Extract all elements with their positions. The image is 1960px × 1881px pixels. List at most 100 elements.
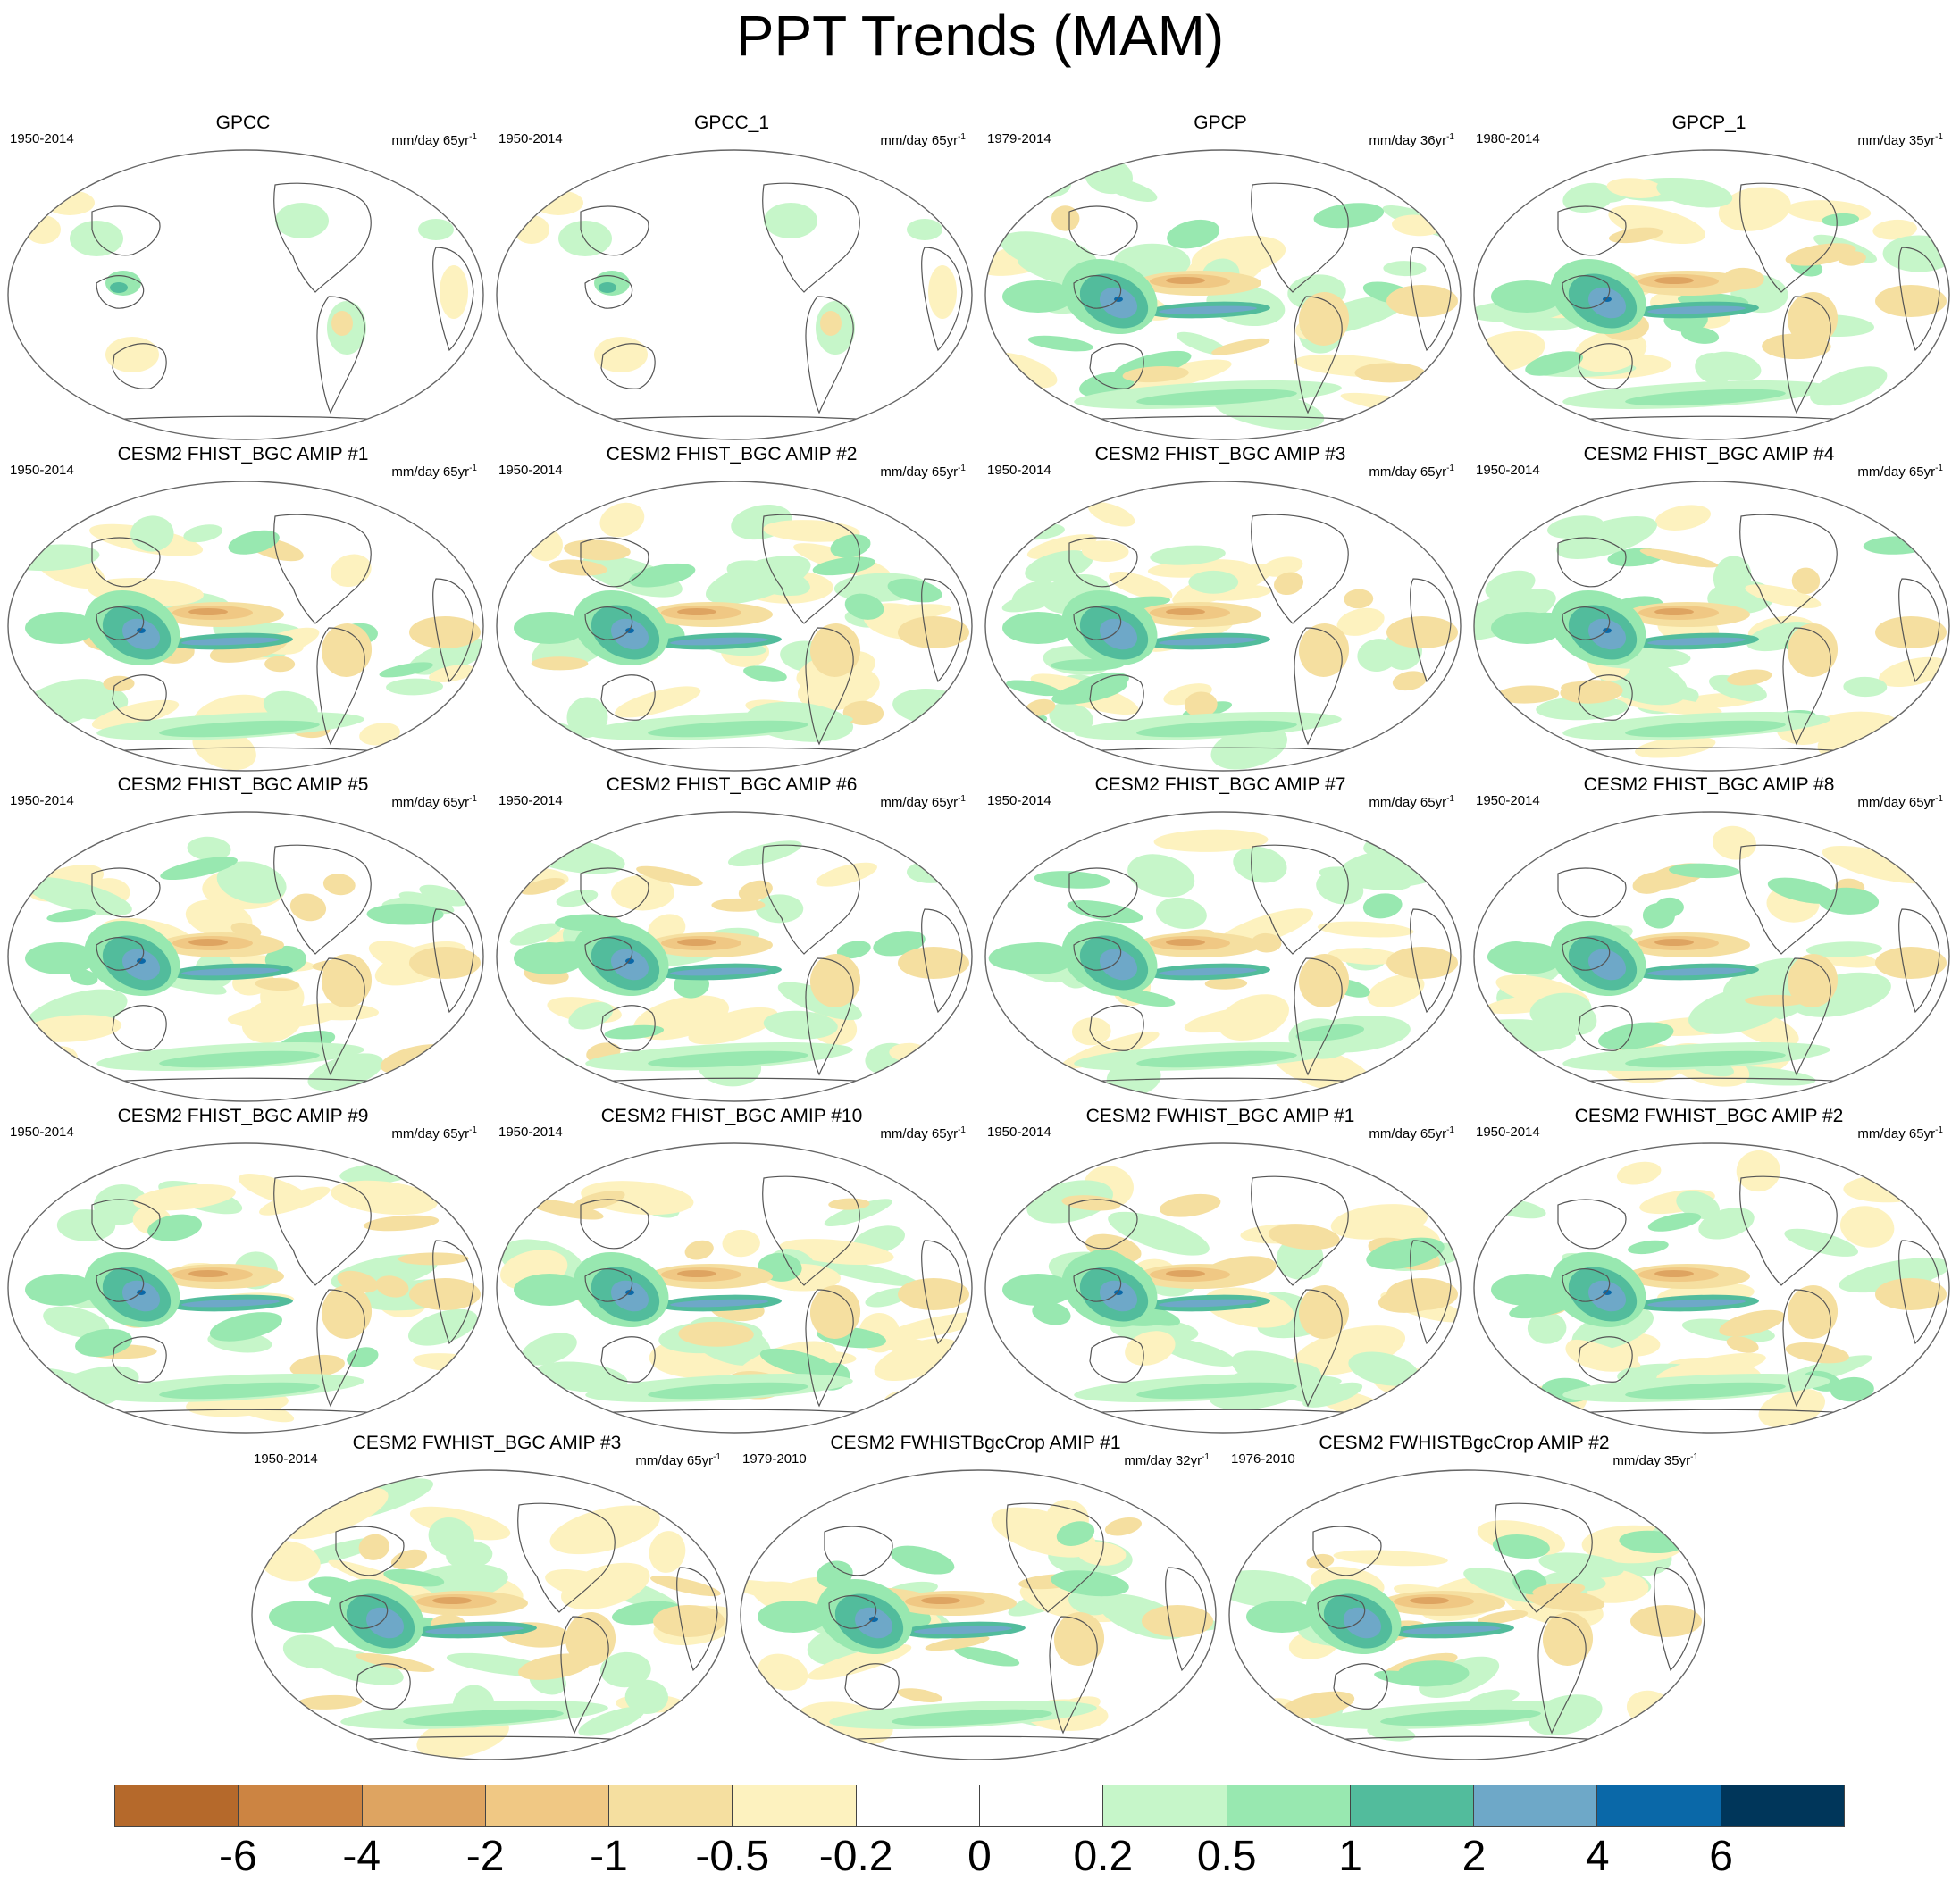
trend-field — [1487, 1150, 1949, 1428]
units-exponent: -1 — [958, 464, 966, 473]
units-span: 65yr — [1908, 464, 1936, 480]
map-border — [7, 1142, 484, 1434]
units-span: 35yr — [1663, 1453, 1691, 1468]
colorbar-label: 0 — [967, 1833, 992, 1880]
colorbar-box — [1350, 1785, 1475, 1826]
colorbar-label: -1 — [590, 1833, 628, 1880]
trend-field — [985, 153, 1461, 431]
trend-map — [7, 811, 486, 1104]
units-span: 65yr — [931, 464, 959, 480]
trend-map — [7, 149, 486, 442]
panel-title: CESM2 FHIST_BGC AMIP #7 — [1094, 774, 1346, 795]
panel-units: mm/day 36yr-1 — [1369, 130, 1454, 149]
panel-period: 1950-2014 — [10, 793, 74, 808]
trend-field — [1002, 1166, 1461, 1431]
colorbar-box — [239, 1785, 363, 1826]
trend-map — [1473, 1142, 1952, 1435]
trend-map — [1228, 1469, 1707, 1762]
units-exponent: -1 — [1446, 132, 1454, 142]
panel-units: mm/day 65yr-1 — [1369, 791, 1454, 811]
colorbar-label: -0.5 — [695, 1833, 770, 1880]
map-svg — [1473, 481, 1950, 772]
units-span: 65yr — [442, 795, 470, 810]
panel-units: mm/day 65yr-1 — [880, 130, 966, 149]
map-panel: CESM2 FHIST_BGC AMIP #2 1950-2014 mm/day 6… — [489, 443, 975, 773]
units-exponent: -1 — [1446, 794, 1454, 804]
map-border — [1473, 811, 1950, 1102]
panel-period: 1950-2014 — [498, 1124, 563, 1140]
units-prefix: mm/day — [391, 464, 443, 480]
map-panel: CESM2 FHIST_BGC AMIP #9 1950-2014 mm/day 6… — [0, 1105, 486, 1435]
coastlines — [1055, 182, 1452, 425]
units-span: 65yr — [931, 795, 959, 810]
trend-field — [499, 1175, 972, 1418]
units-exponent: -1 — [1935, 132, 1943, 142]
colorbar-label: -2 — [465, 1833, 505, 1880]
units-exponent: -1 — [1202, 1452, 1210, 1462]
map-svg — [1228, 1469, 1705, 1760]
panel-units: mm/day 65yr-1 — [391, 1123, 477, 1142]
trend-field — [497, 834, 969, 1092]
panel-units: mm/day 65yr-1 — [880, 791, 966, 811]
map-border — [496, 1142, 973, 1434]
units-exponent: -1 — [1446, 464, 1454, 473]
map-panel: GPCP_1 1980-2014 mm/day 35yr-1 — [1466, 112, 1952, 442]
map-panel: CESM2 FWHISTBgcCrop AMIP #2 1976-2010 mm/d… — [1221, 1432, 1707, 1762]
map-border — [7, 481, 484, 772]
units-span: 65yr — [1420, 795, 1447, 810]
map-border — [984, 1142, 1462, 1434]
units-exponent: -1 — [1446, 1125, 1454, 1135]
colorbar-box — [856, 1785, 980, 1826]
units-exponent: -1 — [958, 132, 966, 142]
map-svg — [7, 149, 484, 440]
units-prefix: mm/day — [1857, 1126, 1909, 1141]
map-border — [984, 811, 1462, 1102]
panel-units: mm/day 35yr-1 — [1612, 1450, 1698, 1469]
panel-title: CESM2 FHIST_BGC AMIP #1 — [117, 444, 369, 464]
map-panel: CESM2 FHIST_BGC AMIP #7 1950-2014 mm/day 6… — [977, 773, 1463, 1104]
map-svg — [984, 1142, 1462, 1434]
trend-map — [984, 149, 1463, 442]
map-border — [7, 149, 484, 440]
panel-units: mm/day 65yr-1 — [635, 1450, 721, 1469]
units-span: 65yr — [442, 133, 470, 148]
panel-title: GPCC — [215, 113, 271, 133]
panel-title: CESM2 FHIST_BGC AMIP #2 — [606, 444, 858, 464]
units-span: 36yr — [1420, 133, 1447, 148]
trend-map — [1473, 149, 1952, 442]
units-prefix: mm/day — [880, 1126, 932, 1141]
trend-map — [496, 481, 975, 773]
units-prefix: mm/day — [1369, 133, 1420, 148]
panel-title: CESM2 FWHISTBgcCrop AMIP #1 — [830, 1433, 1121, 1453]
map-border — [496, 481, 973, 772]
map-svg — [7, 1142, 484, 1434]
units-span: 32yr — [1175, 1453, 1202, 1468]
units-exponent: -1 — [958, 1125, 966, 1135]
units-span: 65yr — [931, 1126, 959, 1141]
panel-period: 1950-2014 — [987, 793, 1051, 808]
panel-title: CESM2 FWHIST_BGC AMIP #1 — [1085, 1106, 1355, 1126]
colorbar-box — [1721, 1785, 1844, 1826]
units-exponent: -1 — [713, 1452, 721, 1462]
coastlines — [1544, 182, 1940, 425]
map-border — [984, 149, 1462, 440]
panel-units: mm/day 65yr-1 — [880, 1123, 966, 1142]
units-exponent: -1 — [469, 132, 477, 142]
trend-map — [1473, 811, 1952, 1104]
map-panel: CESM2 FHIST_BGC AMIP #3 1950-2014 mm/day 6… — [977, 443, 1463, 773]
panel-units: mm/day 65yr-1 — [1369, 1123, 1454, 1142]
colorbar-box — [1597, 1785, 1721, 1826]
map-border — [1473, 149, 1950, 440]
trend-map — [496, 1142, 975, 1435]
colorbar-label: 4 — [1585, 1833, 1610, 1880]
panel-period: 1950-2014 — [1476, 793, 1540, 808]
trend-field — [25, 182, 474, 425]
units-prefix: mm/day — [1612, 1453, 1664, 1468]
panel-title: GPCP — [1194, 113, 1247, 133]
colorbar-label: 0.5 — [1196, 1833, 1257, 1880]
panel-units: mm/day 35yr-1 — [1857, 130, 1943, 149]
trend-field — [741, 1499, 1216, 1749]
map-border — [496, 811, 973, 1102]
panel-period: 1980-2014 — [1476, 131, 1540, 146]
panel-period: 1950-2014 — [254, 1451, 318, 1467]
